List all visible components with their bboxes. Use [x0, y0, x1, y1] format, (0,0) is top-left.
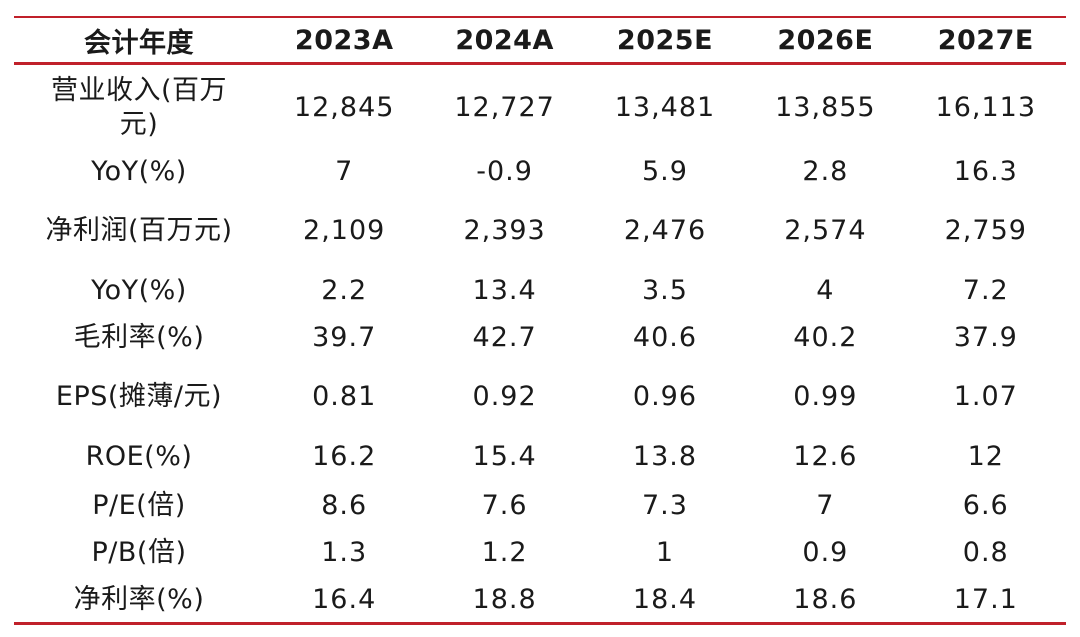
table-cell: 13,855 — [775, 92, 876, 124]
table-cell: 12,727 — [454, 92, 555, 124]
table-row: 毛利率(%) 39.7 42.7 40.6 40.2 37.9 — [14, 312, 1066, 364]
table-cell: 2,476 — [623, 214, 707, 246]
table-cell: 18.8 — [424, 577, 585, 625]
table-cell: 7.2 — [962, 274, 1009, 306]
table-row: ROE(%) 16.2 15.4 13.8 12.6 12 — [14, 430, 1066, 484]
table-cell: 0.92 — [472, 380, 537, 412]
row-label: 净利润(百万元) — [45, 214, 233, 246]
table-cell: 2,759 — [944, 214, 1027, 246]
table-cell: 18.6 — [745, 577, 906, 625]
row-label: EPS(摊薄/元) — [55, 380, 223, 412]
row-label: P/B(倍) — [91, 536, 187, 568]
table-cell: 1.07 — [953, 380, 1018, 412]
table-row: 净利率(%) 16.4 18.8 18.4 18.6 17.1 — [14, 577, 1066, 625]
table-cell: 16.4 — [264, 577, 425, 625]
financial-forecast-table: 会计年度 2023A 2024A 2025E 2026E 2027E 营业收入(… — [14, 16, 1066, 625]
table-cell: 0.9 — [802, 536, 849, 568]
row-label: 营业收入(百万元) — [14, 64, 264, 152]
table-row: EPS(摊薄/元) 0.81 0.92 0.96 0.99 1.07 — [14, 364, 1066, 430]
table-cell: 5.9 — [642, 155, 688, 187]
table-cell: 16,113 — [935, 92, 1037, 124]
header-2027e: 2027E — [905, 16, 1066, 65]
table-cell: 7.3 — [642, 489, 688, 521]
table-cell: 7.6 — [481, 489, 528, 521]
table-cell: 2.8 — [802, 155, 849, 187]
row-label: 净利率(%) — [14, 577, 264, 625]
table-cell: 12 — [967, 440, 1004, 472]
table-cell: 17.1 — [905, 577, 1066, 625]
table-cell: 13,481 — [614, 92, 716, 124]
table-cell: 2.2 — [321, 274, 368, 306]
table-cell: 40.2 — [793, 321, 858, 353]
financial-forecast-table-container: 会计年度 2023A 2024A 2025E 2026E 2027E 营业收入(… — [14, 16, 1066, 625]
table-cell: 4 — [816, 274, 835, 306]
table-cell: 12,845 — [293, 92, 395, 124]
table-cell: 7 — [816, 489, 835, 521]
table-cell: 13.8 — [632, 440, 698, 472]
table-row: P/B(倍) 1.3 1.2 1 0.9 0.8 — [14, 528, 1066, 578]
header-2025e: 2025E — [584, 16, 746, 65]
header-2023a: 2023A — [264, 16, 425, 65]
table-cell: 1 — [655, 536, 675, 568]
table-cell: 0.99 — [793, 380, 858, 412]
table-row: 净利润(百万元) 2,109 2,393 2,476 2,574 2,759 — [14, 192, 1066, 270]
table-cell: 0.8 — [962, 536, 1009, 568]
table-cell: 16.2 — [312, 440, 377, 472]
table-cell: 0.81 — [312, 380, 377, 412]
table-cell: 2,109 — [303, 214, 386, 246]
table-row: P/E(倍) 8.6 7.6 7.3 7 6.6 — [14, 484, 1066, 528]
table-cell: 8.6 — [321, 489, 368, 521]
table-cell: 40.6 — [632, 321, 698, 353]
table-cell: 2,574 — [784, 214, 867, 246]
table-header-row: 会计年度 2023A 2024A 2025E 2026E 2027E — [14, 16, 1066, 65]
row-label: YoY(%) — [91, 155, 187, 187]
table-cell: 1.3 — [321, 536, 368, 568]
header-2024a: 2024A — [424, 16, 585, 65]
table-cell: 13.4 — [472, 274, 537, 306]
table-cell: 1.2 — [481, 536, 528, 568]
table-row: 营业收入(百万元) 12,845 12,727 13,481 13,855 16… — [14, 64, 1066, 152]
header-fiscal-year: 会计年度 — [14, 16, 264, 65]
table-cell: 12.6 — [793, 440, 858, 472]
row-label: P/E(倍) — [92, 489, 186, 521]
header-2026e: 2026E — [745, 16, 906, 65]
table-cell: 18.4 — [584, 577, 746, 625]
table-cell: 15.4 — [472, 440, 537, 472]
table-cell: 3.5 — [642, 274, 688, 306]
row-label: 毛利率(%) — [73, 321, 205, 353]
table-cell: 2,393 — [463, 214, 546, 246]
table-cell: 37.9 — [953, 321, 1018, 353]
table-cell: 0.96 — [632, 380, 698, 412]
table-cell: 42.7 — [472, 321, 537, 353]
table-cell: 39.7 — [312, 321, 377, 353]
table-cell: 7 — [335, 155, 354, 187]
table-cell: 6.6 — [962, 489, 1009, 521]
table-cell: -0.9 — [476, 155, 533, 187]
row-label: YoY(%) — [91, 274, 187, 306]
table-cell: 16.3 — [953, 155, 1018, 187]
row-label-text: 营业收入(百万元) — [50, 75, 228, 141]
table-row: YoY(%) 2.2 13.4 3.5 4 7.2 — [14, 270, 1066, 312]
row-label: ROE(%) — [85, 440, 193, 472]
table-row: YoY(%) 7 -0.9 5.9 2.8 16.3 — [14, 152, 1066, 192]
